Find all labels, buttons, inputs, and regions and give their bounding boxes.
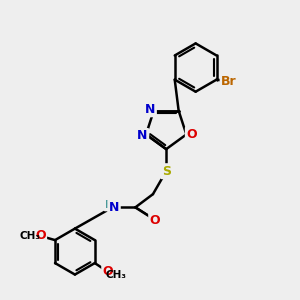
Text: CH₃: CH₃ xyxy=(20,231,40,241)
Text: N: N xyxy=(145,103,155,116)
Text: CH₃: CH₃ xyxy=(106,270,127,280)
Text: O: O xyxy=(150,214,160,226)
Text: O: O xyxy=(35,229,46,242)
Text: N: N xyxy=(137,129,148,142)
Text: S: S xyxy=(162,165,171,178)
Text: H: H xyxy=(105,200,114,210)
Text: N: N xyxy=(109,201,119,214)
Text: O: O xyxy=(186,128,197,141)
Text: Br: Br xyxy=(221,75,237,88)
Text: O: O xyxy=(103,266,113,278)
